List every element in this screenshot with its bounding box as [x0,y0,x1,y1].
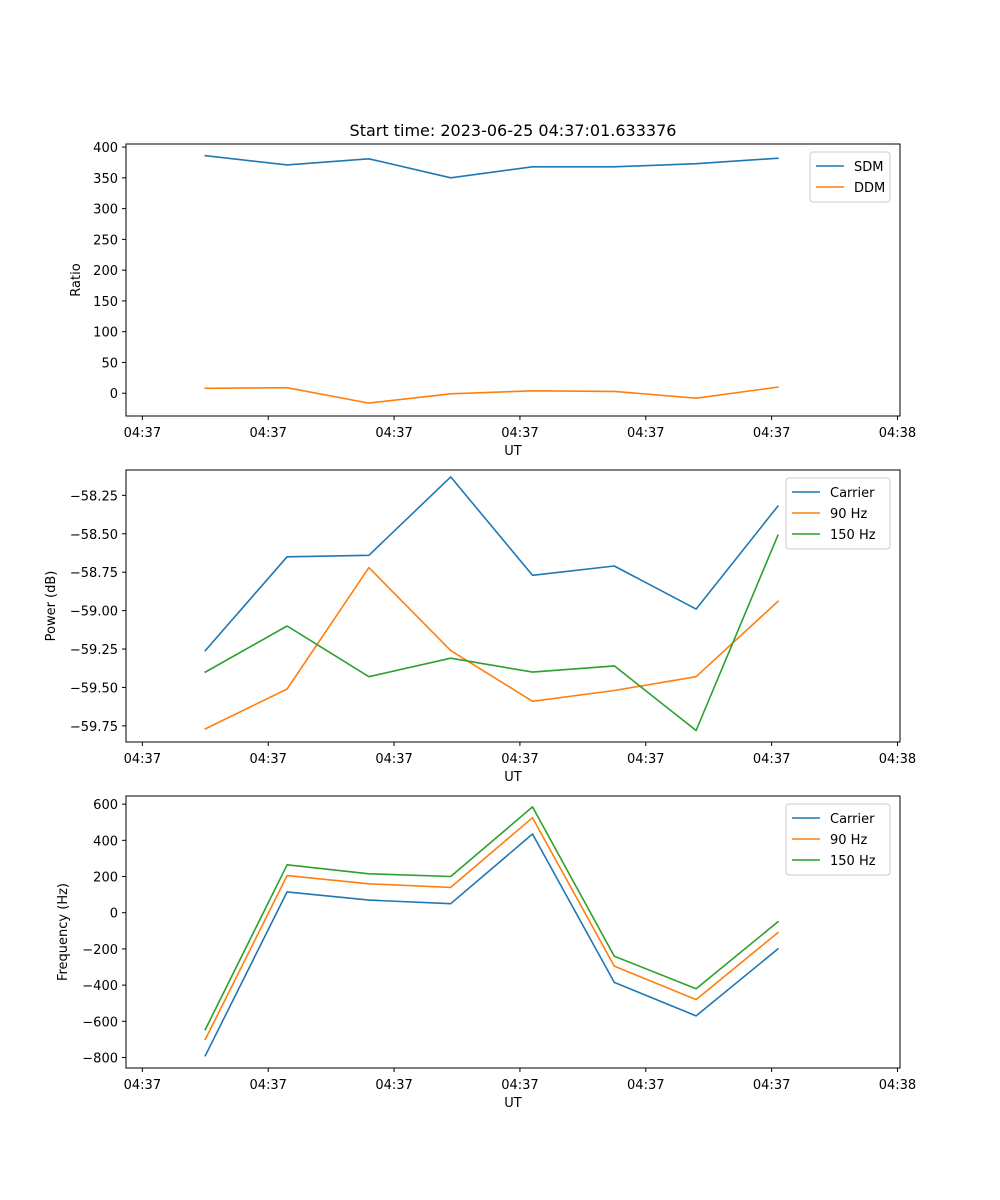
ratio-y-tick-label: 150 [93,295,118,310]
frequency-panel: 04:37 04:37 04:37 04:37 04:37 04:37 04:38 −800 −… [56,795,916,1111]
ratio-x-tick-label: 04:37 [124,426,161,441]
power-x-tick-label: 04:38 [879,752,916,767]
ratio-panel: 04:37 04:37 04:37 04:37 04:37 04:37 04:38 0 50 10… [69,141,916,459]
frequency-x-tick-label: 04:37 [753,1078,790,1093]
power-legend-label-carrier: Carrier [830,486,875,501]
ratio-legend-label-ddm: DDM [854,181,885,196]
frequency-y-tick-label: −800 [82,1052,118,1067]
power-legend-box [785,477,891,550]
power-series-90-hz-line [204,566,780,730]
power-x-tick-label: 04:37 [375,752,412,767]
power-axes-frame [125,469,901,743]
ratio-y-tick-label: 400 [93,141,118,156]
ratio-x-tick-label: 04:37 [501,426,538,441]
ratio-legend-box [809,151,891,203]
frequency-x-tick-label: 04:37 [124,1078,161,1093]
ratio-y-tick-label: 0 [110,387,118,402]
ratio-x-tick-label: 04:37 [627,426,664,441]
frequency-x-tick-label: 04:37 [501,1078,538,1093]
power-y-tick-label: −59.00 [70,605,118,620]
power-x-tick-label: 04:37 [627,752,664,767]
frequency-x-tick-label: 04:37 [375,1078,412,1093]
ratio-y-tick-label: 100 [93,326,118,341]
power-x-tick-label: 04:37 [753,752,790,767]
ratio-x-tick-label: 04:37 [375,426,412,441]
frequency-x-tick-label: 04:37 [249,1078,286,1093]
ratio-y-tick-label: 50 [101,356,118,371]
power-series-carrier-line [204,476,780,652]
ratio-y-axis-label: Ratio [69,263,84,296]
frequency-legend-label-90-hz: 90 Hz [830,833,867,848]
ratio-axes-frame [125,143,901,417]
ratio-x-axis-label: UT [504,444,522,459]
power-x-tick-label: 04:37 [124,752,161,767]
frequency-y-tick-label: 0 [110,907,118,922]
frequency-series-90-hz-line [204,816,780,1041]
frequency-x-tick-label: 04:37 [627,1078,664,1093]
power-legend-label-150-hz: 150 Hz [830,528,876,543]
ratio-series-sdm-line [204,154,779,179]
power-y-tick-label: −59.50 [70,681,118,696]
ratio-y-tick-label: 250 [93,233,118,248]
frequency-x-axis-label: UT [504,1096,522,1111]
frequency-series-150-hz-line [204,806,780,1031]
power-legend-label-90-hz: 90 Hz [830,507,867,522]
frequency-y-tick-label: −400 [82,979,118,994]
ratio-series-ddm-line [204,386,779,404]
frequency-y-tick-label: −600 [82,1015,118,1030]
power-x-axis-label: UT [504,770,522,785]
frequency-axes-frame [125,795,901,1069]
power-y-axis-label: Power (dB) [44,571,59,642]
ratio-y-tick-label: 200 [93,264,118,279]
power-panel: 04:37 04:37 04:37 04:37 04:37 04:37 04:38 −59.7… [44,469,916,785]
frequency-legend-box [785,803,891,876]
power-y-tick-label: −58.50 [70,528,118,543]
power-x-tick-label: 04:37 [249,752,286,767]
ratio-y-tick-label: 300 [93,203,118,218]
ratio-x-tick-label: 04:38 [879,426,916,441]
frequency-x-tick-label: 04:38 [879,1078,916,1093]
frequency-y-tick-label: 200 [93,871,118,886]
frequency-y-axis-label: Frequency (Hz) [56,883,71,981]
frequency-series-carrier-line [204,833,780,1057]
frequency-legend-label-150-hz: 150 Hz [830,854,876,869]
ratio-x-tick-label: 04:37 [753,426,790,441]
power-x-tick-label: 04:37 [501,752,538,767]
frequency-y-tick-label: 600 [93,798,118,813]
power-series-150-hz-line [204,534,779,732]
ratio-legend-label-sdm: SDM [854,160,883,175]
ratio-y-tick-label: 350 [93,172,118,187]
frequency-y-tick-label: −200 [82,943,118,958]
frequency-legend-label-carrier: Carrier [830,812,875,827]
ratio-x-tick-label: 04:37 [249,426,286,441]
power-y-tick-label: −58.75 [70,566,118,581]
power-y-tick-label: −59.75 [70,720,118,735]
figure-title: Start time: 2023-06-25 04:37:01.633376 [350,121,677,140]
power-y-tick-label: −59.25 [70,643,118,658]
power-y-tick-label: −58.25 [70,489,118,504]
frequency-y-tick-label: 400 [93,834,118,849]
